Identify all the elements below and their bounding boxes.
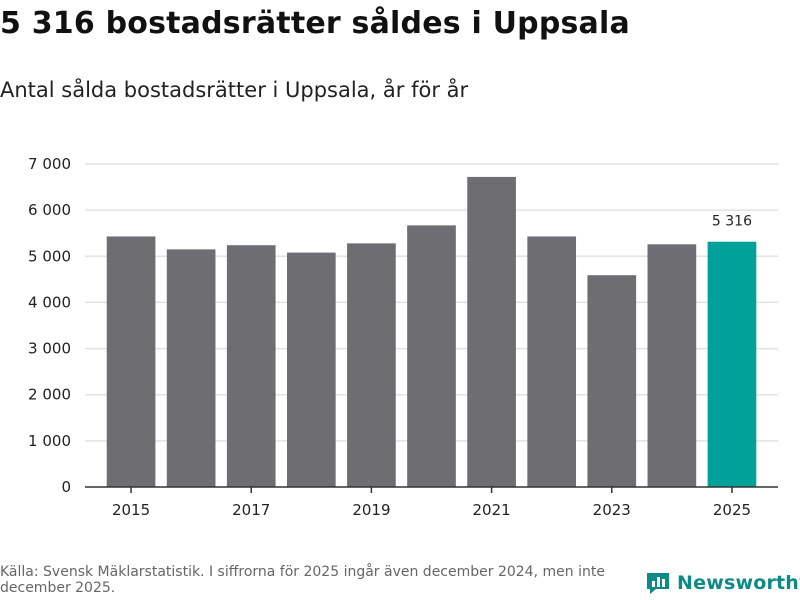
- x-tick-label: 2015: [112, 501, 150, 519]
- y-tick-label: 5 000: [28, 247, 71, 265]
- brand-name: Newsworthy: [677, 572, 800, 594]
- y-tick-label: 1 000: [28, 432, 71, 450]
- x-tick-label: 2025: [713, 501, 751, 519]
- brand: Newsworthy: [645, 570, 800, 596]
- x-tick-label: 2017: [232, 501, 270, 519]
- source-note: Källa: Svensk Mäklarstatistik. I siffror…: [0, 564, 605, 596]
- y-tick-label: 0: [61, 478, 71, 496]
- bar-2019: [347, 243, 396, 487]
- bar-2016: [166, 249, 216, 487]
- chart-subtitle: Antal sålda bostadsrätter i Uppsala, år …: [0, 78, 469, 102]
- x-tick-label: 2021: [472, 501, 510, 519]
- bar-2018: [286, 252, 336, 487]
- y-tick-label: 3 000: [28, 340, 71, 358]
- bar-2023: [587, 275, 637, 487]
- y-tick-label: 7 000: [28, 155, 71, 173]
- x-tick-label: 2023: [593, 501, 631, 519]
- newsworthy-logo-icon: [647, 573, 669, 594]
- bar-2020: [407, 225, 456, 487]
- y-tick-label: 2 000: [28, 386, 71, 404]
- bar-2024: [647, 244, 697, 487]
- bar-2025: [707, 241, 757, 487]
- bar-2017: [226, 245, 276, 487]
- bar-2021: [467, 176, 516, 488]
- bar-chart: 0 1 000 2 000 3 000 4 000 5 000 6 000 7 000 2015…: [28, 155, 778, 519]
- y-tick-label: 6 000: [28, 201, 71, 219]
- bar-2015: [106, 236, 156, 487]
- data-label-2025: 5 316: [712, 214, 752, 230]
- bar-2022: [527, 236, 577, 487]
- chart-title: 5 316 bostadsrätter såldes i Uppsala: [0, 6, 630, 41]
- x-tick-label: 2019: [352, 501, 390, 519]
- y-tick-label: 4 000: [28, 293, 71, 311]
